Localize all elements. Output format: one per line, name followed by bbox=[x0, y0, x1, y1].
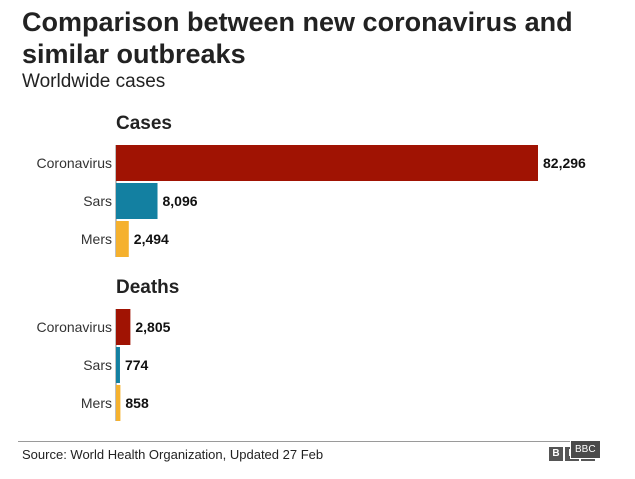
category-label: Sars bbox=[83, 357, 112, 373]
category-label: Mers bbox=[81, 395, 112, 411]
category-label: Mers bbox=[81, 231, 112, 247]
category-label: Coronavirus bbox=[37, 155, 112, 171]
bbc-logo-tag: BBC bbox=[570, 440, 601, 459]
value-label: 2,805 bbox=[135, 319, 170, 335]
bar-deaths-mers bbox=[116, 385, 121, 421]
bar-cases-coronavirus bbox=[116, 145, 538, 181]
value-label: 82,296 bbox=[543, 155, 586, 171]
bar-cases-sars bbox=[116, 183, 158, 219]
bar-cases-mers bbox=[116, 221, 129, 257]
chart-title: Comparison between new coronavirus and s… bbox=[22, 7, 573, 69]
bar-chart: Coronavirus 82,296 Sars 8,096 Mers 2,494 Coron… bbox=[37, 145, 586, 421]
cases-section-title: Cases bbox=[116, 113, 172, 134]
logo-letter-b1: B bbox=[549, 447, 563, 461]
deaths-section-title: Deaths bbox=[116, 277, 180, 298]
value-label: 8,096 bbox=[163, 193, 198, 209]
bar-deaths-coronavirus bbox=[116, 309, 131, 345]
value-label: 858 bbox=[125, 395, 149, 411]
value-label: 2,494 bbox=[134, 231, 169, 247]
bar-deaths-sars bbox=[116, 347, 120, 383]
chart-subtitle: Worldwide cases bbox=[22, 71, 166, 92]
category-label: Coronavirus bbox=[37, 319, 112, 335]
category-label: Sars bbox=[83, 193, 112, 209]
footer-divider bbox=[18, 441, 600, 442]
source-note: Source: World Health Organization, Updat… bbox=[22, 447, 324, 462]
value-label: 774 bbox=[125, 357, 149, 373]
